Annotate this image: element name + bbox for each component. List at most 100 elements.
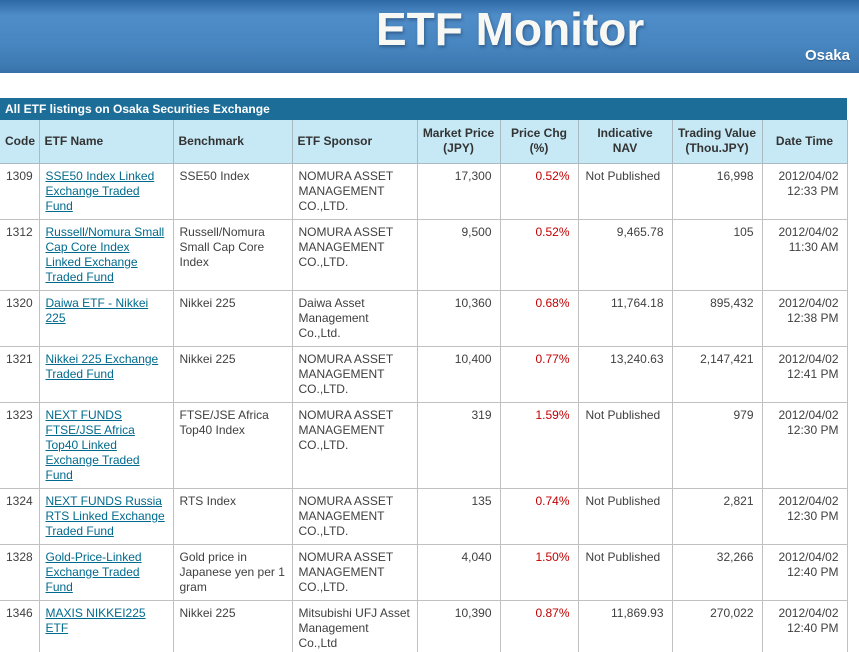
etf-name-link[interactable]: NEXT FUNDS Russia RTS Linked Exchange Tr…: [45, 493, 165, 538]
cell-sponsor: NOMURA ASSET MANAGEMENT CO.,LTD.: [291, 487, 418, 545]
table-title-bar: All ETF listings on Osaka Securities Exc…: [0, 98, 847, 120]
cell-name: MAXIS NIKKEI225 ETF: [38, 599, 174, 652]
cell-benchmark: Nikkei 225: [172, 289, 293, 347]
cell-trading_value: 895,432: [671, 289, 763, 347]
cell-indicative_nav: 11,869.93: [577, 599, 673, 652]
cell-datetime: 2012/04/02 12:30 PM: [761, 401, 848, 489]
cell-benchmark: Nikkei 225: [172, 599, 293, 652]
cell-datetime: 2012/04/02 12:40 PM: [761, 543, 848, 601]
etf-name-link[interactable]: Daiwa ETF - Nikkei 225: [45, 295, 149, 325]
col-header-trading-value: Trading Value (Thou.JPY): [671, 120, 763, 164]
col-header-code: Code: [0, 120, 40, 164]
cell-time: 11:30 AM: [788, 239, 839, 254]
etf-table: Code ETF Name Benchmark ETF Sponsor Mark…: [0, 120, 848, 652]
cell-price_chg: 0.68%: [499, 289, 579, 347]
cell-datetime: 2012/04/02 12:33 PM: [761, 162, 848, 220]
cell-trading_value: 270,022: [671, 599, 763, 652]
cell-code: 1346: [0, 599, 40, 652]
table-row: 1309 SSE50 Index Linked Exchange Traded F…: [0, 162, 848, 220]
cell-datetime: 2012/04/02 12:41 PM: [761, 345, 848, 403]
cell-name: Gold-Price-Linked Exchange Traded Fund: [38, 543, 174, 601]
cell-trading_value: 105: [671, 218, 763, 291]
cell-trading_value: 32,266: [671, 543, 763, 601]
cell-name: Daiwa ETF - Nikkei 225: [38, 289, 174, 347]
cell-date: 2012/04/02: [778, 351, 839, 366]
cell-date: 2012/04/02: [778, 605, 839, 620]
cell-date: 2012/04/02: [778, 407, 839, 422]
cell-indicative_nav: 13,240.63: [577, 345, 673, 403]
etf-name-link[interactable]: MAXIS NIKKEI225 ETF: [45, 605, 146, 635]
cell-indicative_nav: 11,764.18: [577, 289, 673, 347]
cell-benchmark: Nikkei 225: [172, 345, 293, 403]
table-row: 1346 MAXIS NIKKEI225 ETF Nikkei 225 Mitsubi…: [0, 599, 848, 652]
cell-time: 12:30 PM: [787, 422, 839, 437]
cell-code: 1324: [0, 487, 40, 545]
exchange-label: Osaka: [804, 47, 850, 64]
col-header-indicative-nav: Indicative NAV: [577, 120, 673, 164]
table-row: 1324 NEXT FUNDS Russia RTS Linked Exchang…: [0, 487, 848, 545]
col-header-market-price: Market Price (JPY): [416, 120, 501, 164]
cell-trading_value: 2,147,421: [671, 345, 763, 403]
cell-market_price: 17,300: [416, 162, 501, 220]
cell-trading_value: 16,998: [671, 162, 763, 220]
cell-price_chg: 1.59%: [499, 401, 579, 489]
cell-indicative_nav: 9,465.78: [577, 218, 673, 291]
table-title: All ETF listings on Osaka Securities Exc…: [5, 102, 270, 116]
cell-code: 1320: [0, 289, 40, 347]
cell-benchmark: FTSE/JSE Africa Top40 Index: [172, 401, 293, 489]
cell-market_price: 9,500: [416, 218, 501, 291]
cell-time: 12:33 PM: [787, 183, 839, 198]
cell-price_chg: 0.77%: [499, 345, 579, 403]
cell-sponsor: NOMURA ASSET MANAGEMENT CO.,LTD.: [291, 218, 418, 291]
col-header-etf-sponsor: ETF Sponsor: [291, 120, 418, 164]
cell-date: 2012/04/02: [778, 493, 839, 508]
cell-time: 12:41 PM: [787, 366, 839, 381]
cell-code: 1328: [0, 543, 40, 601]
etf-name-link[interactable]: SSE50 Index Linked Exchange Traded Fund: [45, 168, 155, 213]
table-header-row: Code ETF Name Benchmark ETF Sponsor Mark…: [0, 120, 848, 164]
cell-sponsor: Mitsubishi UFJ Asset Management Co.,Ltd: [291, 599, 418, 652]
cell-benchmark: Gold price in Japanese yen per 1 gram: [172, 543, 293, 601]
cell-name: Nikkei 225 Exchange Traded Fund: [38, 345, 174, 403]
cell-datetime: 2012/04/02 12:38 PM: [761, 289, 848, 347]
cell-code: 1321: [0, 345, 40, 403]
cell-date: 2012/04/02: [778, 295, 839, 310]
cell-trading_value: 979: [671, 401, 763, 489]
etf-table-section: All ETF listings on Osaka Securities Exc…: [0, 98, 848, 652]
cell-date: 2012/04/02: [778, 168, 839, 183]
cell-price_chg: 0.87%: [499, 599, 579, 652]
cell-trading_value: 2,821: [671, 487, 763, 545]
table-row: 1312 Russell/Nomura Small Cap Core Index …: [0, 218, 848, 291]
etf-name-link[interactable]: NEXT FUNDS FTSE/JSE Africa Top40 Linked …: [45, 407, 140, 482]
cell-time: 12:38 PM: [787, 310, 839, 325]
top-banner: ETF Monitor Osaka: [0, 0, 859, 73]
cell-name: NEXT FUNDS FTSE/JSE Africa Top40 Linked …: [38, 401, 174, 489]
cell-time: 12:40 PM: [787, 564, 839, 579]
cell-market_price: 4,040: [416, 543, 501, 601]
cell-market_price: 10,400: [416, 345, 501, 403]
banner-gap: [0, 73, 859, 98]
cell-sponsor: NOMURA ASSET MANAGEMENT CO.,LTD.: [291, 401, 418, 489]
table-row: 1320 Daiwa ETF - Nikkei 225 Nikkei 225 Daiw…: [0, 289, 848, 347]
cell-market_price: 135: [416, 487, 501, 545]
cell-datetime: 2012/04/02 12:40 PM: [761, 599, 848, 652]
cell-code: 1309: [0, 162, 40, 220]
cell-market_price: 319: [416, 401, 501, 489]
cell-market_price: 10,360: [416, 289, 501, 347]
cell-price_chg: 0.52%: [499, 218, 579, 291]
etf-name-link[interactable]: Nikkei 225 Exchange Traded Fund: [45, 351, 159, 381]
cell-date: 2012/04/02: [778, 224, 839, 239]
cell-sponsor: NOMURA ASSET MANAGEMENT CO.,LTD.: [291, 543, 418, 601]
cell-indicative_nav: Not Published: [577, 487, 673, 545]
col-header-etf-name: ETF Name: [38, 120, 174, 164]
cell-time: 12:30 PM: [787, 508, 839, 523]
cell-name: NEXT FUNDS Russia RTS Linked Exchange Tr…: [38, 487, 174, 545]
etf-name-link[interactable]: Gold-Price-Linked Exchange Traded Fund: [45, 549, 142, 594]
cell-name: Russell/Nomura Small Cap Core Index Link…: [38, 218, 174, 291]
cell-name: SSE50 Index Linked Exchange Traded Fund: [38, 162, 174, 220]
cell-sponsor: NOMURA ASSET MANAGEMENT CO.,LTD.: [291, 345, 418, 403]
table-row: 1323 NEXT FUNDS FTSE/JSE Africa Top40 Lin…: [0, 401, 848, 489]
cell-datetime: 2012/04/02 12:30 PM: [761, 487, 848, 545]
etf-name-link[interactable]: Russell/Nomura Small Cap Core Index Link…: [45, 224, 165, 284]
col-header-benchmark: Benchmark: [172, 120, 293, 164]
